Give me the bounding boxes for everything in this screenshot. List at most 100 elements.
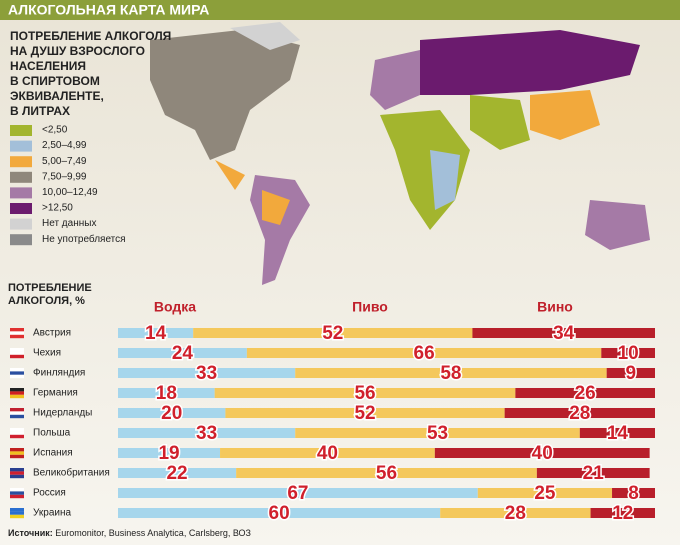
- flag: [10, 414, 24, 419]
- value-label: 56: [354, 383, 375, 404]
- bar-segment: [515, 388, 655, 398]
- chart-title: ПОТРЕБЛЕНИЕ: [8, 282, 92, 294]
- value-label: 24: [172, 343, 194, 364]
- bar-segment: [118, 508, 441, 518]
- value-label: 14: [607, 423, 629, 444]
- greenland: [230, 22, 300, 50]
- brazil-area: [262, 190, 290, 225]
- legend-swatch: [10, 218, 32, 230]
- category-label: Испания: [33, 448, 73, 459]
- bar-segment: [295, 428, 580, 438]
- map-legend-title: ЭКВИВАЛЕНТЕ,: [10, 89, 104, 103]
- flag: [10, 354, 24, 359]
- flag: [10, 331, 24, 335]
- category-label: Нидерланды: [33, 408, 92, 419]
- map-legend-title: В ЛИТРАХ: [10, 104, 70, 118]
- east-africa: [430, 150, 460, 210]
- category-label: Польша: [33, 428, 71, 439]
- flag: [10, 391, 24, 395]
- legend-label: Нет данных: [42, 218, 96, 229]
- value-label: 20: [161, 403, 182, 424]
- australia: [585, 200, 650, 250]
- bar-segment: [579, 428, 655, 438]
- series-name: Водка: [154, 299, 196, 315]
- value-label: 21: [583, 463, 605, 484]
- page-title: АЛКОГОЛЬНАЯ КАРТА МИРА: [8, 2, 209, 18]
- map-legend-title: НА ДУШУ ВЗРОСЛОГО: [10, 44, 145, 58]
- bar-segment: [118, 348, 247, 358]
- legend-swatch: [10, 125, 32, 136]
- flag: [10, 374, 24, 379]
- source-label: Источник:: [8, 528, 53, 538]
- value-label: 10: [618, 343, 639, 364]
- flag: [10, 468, 24, 472]
- legend-swatch: [10, 203, 32, 214]
- flag: [10, 514, 24, 519]
- bar-segment: [118, 408, 226, 418]
- value-label: 9: [626, 363, 637, 384]
- value-label: 28: [505, 503, 526, 524]
- category-label: Германия: [33, 388, 78, 399]
- map-legend-title: ПОТРЕБЛЕНИЕ АЛКОГОЛЯ: [10, 29, 171, 43]
- map-legend-title: НАСЕЛЕНИЯ: [10, 59, 86, 73]
- value-label: 66: [414, 343, 435, 364]
- legend-label: <2,50: [42, 125, 68, 136]
- bar-segment: [214, 388, 516, 398]
- bar-segment: [118, 388, 215, 398]
- value-label: 40: [532, 443, 553, 464]
- flag: [10, 471, 24, 475]
- bar-segment: [434, 448, 650, 458]
- source: Источник: Euromonitor, Business Analytic…: [8, 528, 251, 538]
- flag: [10, 448, 24, 452]
- flag: [10, 334, 24, 339]
- bar-segment: [118, 468, 237, 478]
- value-label: 22: [166, 463, 187, 484]
- bar-segment: [220, 448, 435, 458]
- value-label: 26: [575, 383, 596, 404]
- value-label: 33: [196, 363, 217, 384]
- legend-label: >12,50: [42, 203, 73, 214]
- flag: [10, 491, 24, 495]
- bar-segment: [118, 488, 478, 498]
- bar-segment: [225, 408, 505, 418]
- value-label: 67: [287, 483, 308, 504]
- value-label: 52: [322, 323, 343, 344]
- bar-segment: [118, 368, 296, 378]
- bar-segment: [601, 348, 655, 358]
- flag: [10, 388, 24, 392]
- title-bar: [0, 0, 680, 20]
- flag: [10, 488, 24, 492]
- chart-title: АЛКОГОЛЯ, %: [8, 295, 85, 307]
- europe: [370, 50, 420, 110]
- flag: [10, 371, 24, 375]
- flag: [10, 508, 24, 512]
- bar-segment: [612, 488, 655, 498]
- legend-swatch: [10, 187, 32, 199]
- north-america: [150, 30, 300, 160]
- bar-segment: [193, 328, 473, 338]
- middle-asia: [470, 95, 530, 150]
- bar-segment: [472, 328, 655, 338]
- value-label: 28: [569, 403, 590, 424]
- series-name: Пиво: [352, 299, 388, 315]
- category-label: Украина: [33, 508, 72, 519]
- category-label: Финляндия: [33, 368, 85, 379]
- flag: [10, 431, 24, 435]
- flag: [10, 454, 24, 459]
- legend-swatch: [10, 234, 32, 246]
- china: [530, 90, 600, 140]
- legend-swatch: [10, 171, 32, 183]
- russia: [420, 30, 640, 95]
- central-america: [215, 160, 245, 190]
- flag: [10, 434, 24, 439]
- flag: [10, 328, 24, 332]
- value-label: 25: [534, 483, 556, 504]
- value-label: 33: [196, 423, 217, 444]
- flag: [10, 351, 24, 355]
- value-label: 60: [269, 503, 290, 524]
- legend-label: Не употребляется: [42, 233, 126, 245]
- flag: [10, 474, 24, 479]
- bar-segment: [118, 448, 221, 458]
